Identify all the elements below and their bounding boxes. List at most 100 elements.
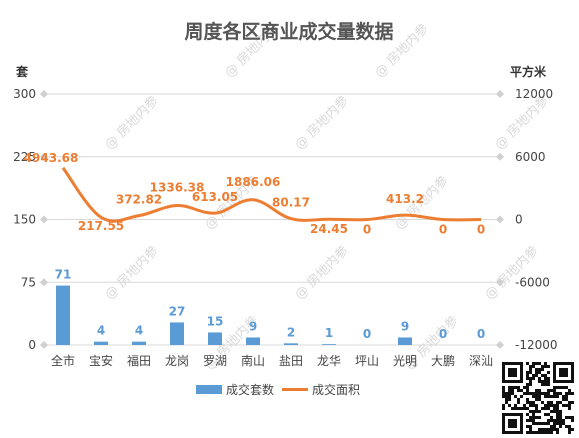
category-label: 宝安	[89, 353, 113, 368]
qr-module	[568, 407, 571, 410]
qr-module	[544, 377, 547, 380]
qr-module	[568, 425, 571, 428]
qr-module	[535, 389, 538, 392]
qr-module	[529, 404, 532, 407]
qr-module	[544, 380, 547, 383]
bar-data-label: 71	[55, 268, 72, 282]
qr-module	[535, 410, 538, 413]
watermark-text: @ 房地内参	[482, 243, 542, 303]
chart-title: 周度各区商业成交量数据	[184, 20, 393, 43]
qr-module	[541, 401, 544, 404]
qr-module	[556, 416, 559, 419]
left-tick-label: 0	[28, 338, 36, 352]
qr-module	[535, 431, 538, 434]
right-tick-label: 0	[515, 213, 523, 227]
watermark-text: @ 房地内参	[492, 93, 552, 153]
qr-module	[553, 425, 556, 428]
qr-module	[544, 392, 547, 395]
qr-module	[523, 407, 526, 410]
left-tick-label: 150	[13, 213, 36, 227]
qr-module	[553, 419, 556, 422]
line-data-label: 1336.38	[150, 181, 205, 195]
qr-module	[538, 422, 541, 425]
qr-module	[535, 392, 538, 395]
qr-module	[517, 389, 520, 392]
qr-module	[535, 371, 538, 374]
qr-module	[529, 380, 532, 383]
qr-module	[544, 374, 547, 377]
qr-module	[550, 404, 553, 407]
right-axis-unit: 平方米	[510, 64, 547, 79]
qr-module	[532, 419, 535, 422]
qr-module	[532, 422, 535, 425]
bar	[94, 341, 108, 345]
qr-module	[526, 374, 529, 377]
gridline-marker	[496, 341, 504, 349]
qr-module	[529, 428, 532, 431]
qr-module	[529, 371, 532, 374]
qr-module	[520, 389, 523, 392]
qr-module	[511, 389, 514, 392]
qr-module	[553, 404, 556, 407]
qr-module	[562, 422, 565, 425]
qr-module	[550, 431, 553, 434]
qr-module	[550, 419, 553, 422]
qr-module	[517, 398, 520, 401]
bar-series	[56, 285, 412, 345]
qr-module	[517, 401, 520, 404]
qr-module	[532, 404, 535, 407]
qr-module	[550, 389, 553, 392]
qr-module	[529, 410, 532, 413]
qr-module	[541, 368, 544, 371]
qr-module	[547, 371, 550, 374]
qr-module	[568, 431, 571, 434]
qr-module	[556, 386, 559, 389]
qr-module	[568, 401, 571, 404]
qr-module	[517, 407, 520, 410]
qr-module	[526, 383, 529, 386]
qr-module	[538, 410, 541, 413]
qr-module	[535, 368, 538, 371]
qr-module	[568, 389, 571, 392]
qr-module	[559, 422, 562, 425]
qr-module	[547, 431, 550, 434]
qr-module	[511, 392, 514, 395]
qr-module	[556, 395, 559, 398]
qr-finder	[508, 368, 517, 377]
category-label: 龙华	[317, 354, 341, 368]
qr-module	[532, 395, 535, 398]
qr-module	[529, 377, 532, 380]
bar-data-label: 27	[169, 304, 186, 318]
qr-module	[553, 392, 556, 395]
qr-module	[562, 398, 565, 401]
qr-module	[559, 425, 562, 428]
gridline-marker	[40, 90, 48, 98]
qr-module	[514, 407, 517, 410]
qr-module	[520, 395, 523, 398]
qr-module	[568, 428, 571, 431]
bar	[56, 285, 70, 345]
qr-module	[529, 383, 532, 386]
qr-module	[541, 380, 544, 383]
left-tick-label: 225	[13, 150, 36, 164]
qr-module	[523, 386, 526, 389]
right-tick-label: 12000	[515, 87, 553, 101]
qr-module	[505, 398, 508, 401]
line-data-label: 413.2	[386, 192, 424, 206]
qr-module	[508, 389, 511, 392]
category-label: 龙岗	[165, 354, 189, 368]
bar	[208, 332, 222, 345]
qr-module	[556, 431, 559, 434]
qr-module	[532, 374, 535, 377]
line-data-label: 80.17	[272, 196, 310, 210]
qr-module	[532, 365, 535, 368]
qr-module	[541, 422, 544, 425]
bar-data-label: 2	[287, 325, 295, 339]
category-label: 南山	[241, 353, 265, 368]
qr-module	[532, 362, 535, 365]
legend: 成交套数 成交面积	[196, 382, 360, 397]
qr-module	[526, 419, 529, 422]
qr-module	[544, 422, 547, 425]
qr-module	[532, 410, 535, 413]
line-data-label: 1886.06	[226, 175, 281, 189]
